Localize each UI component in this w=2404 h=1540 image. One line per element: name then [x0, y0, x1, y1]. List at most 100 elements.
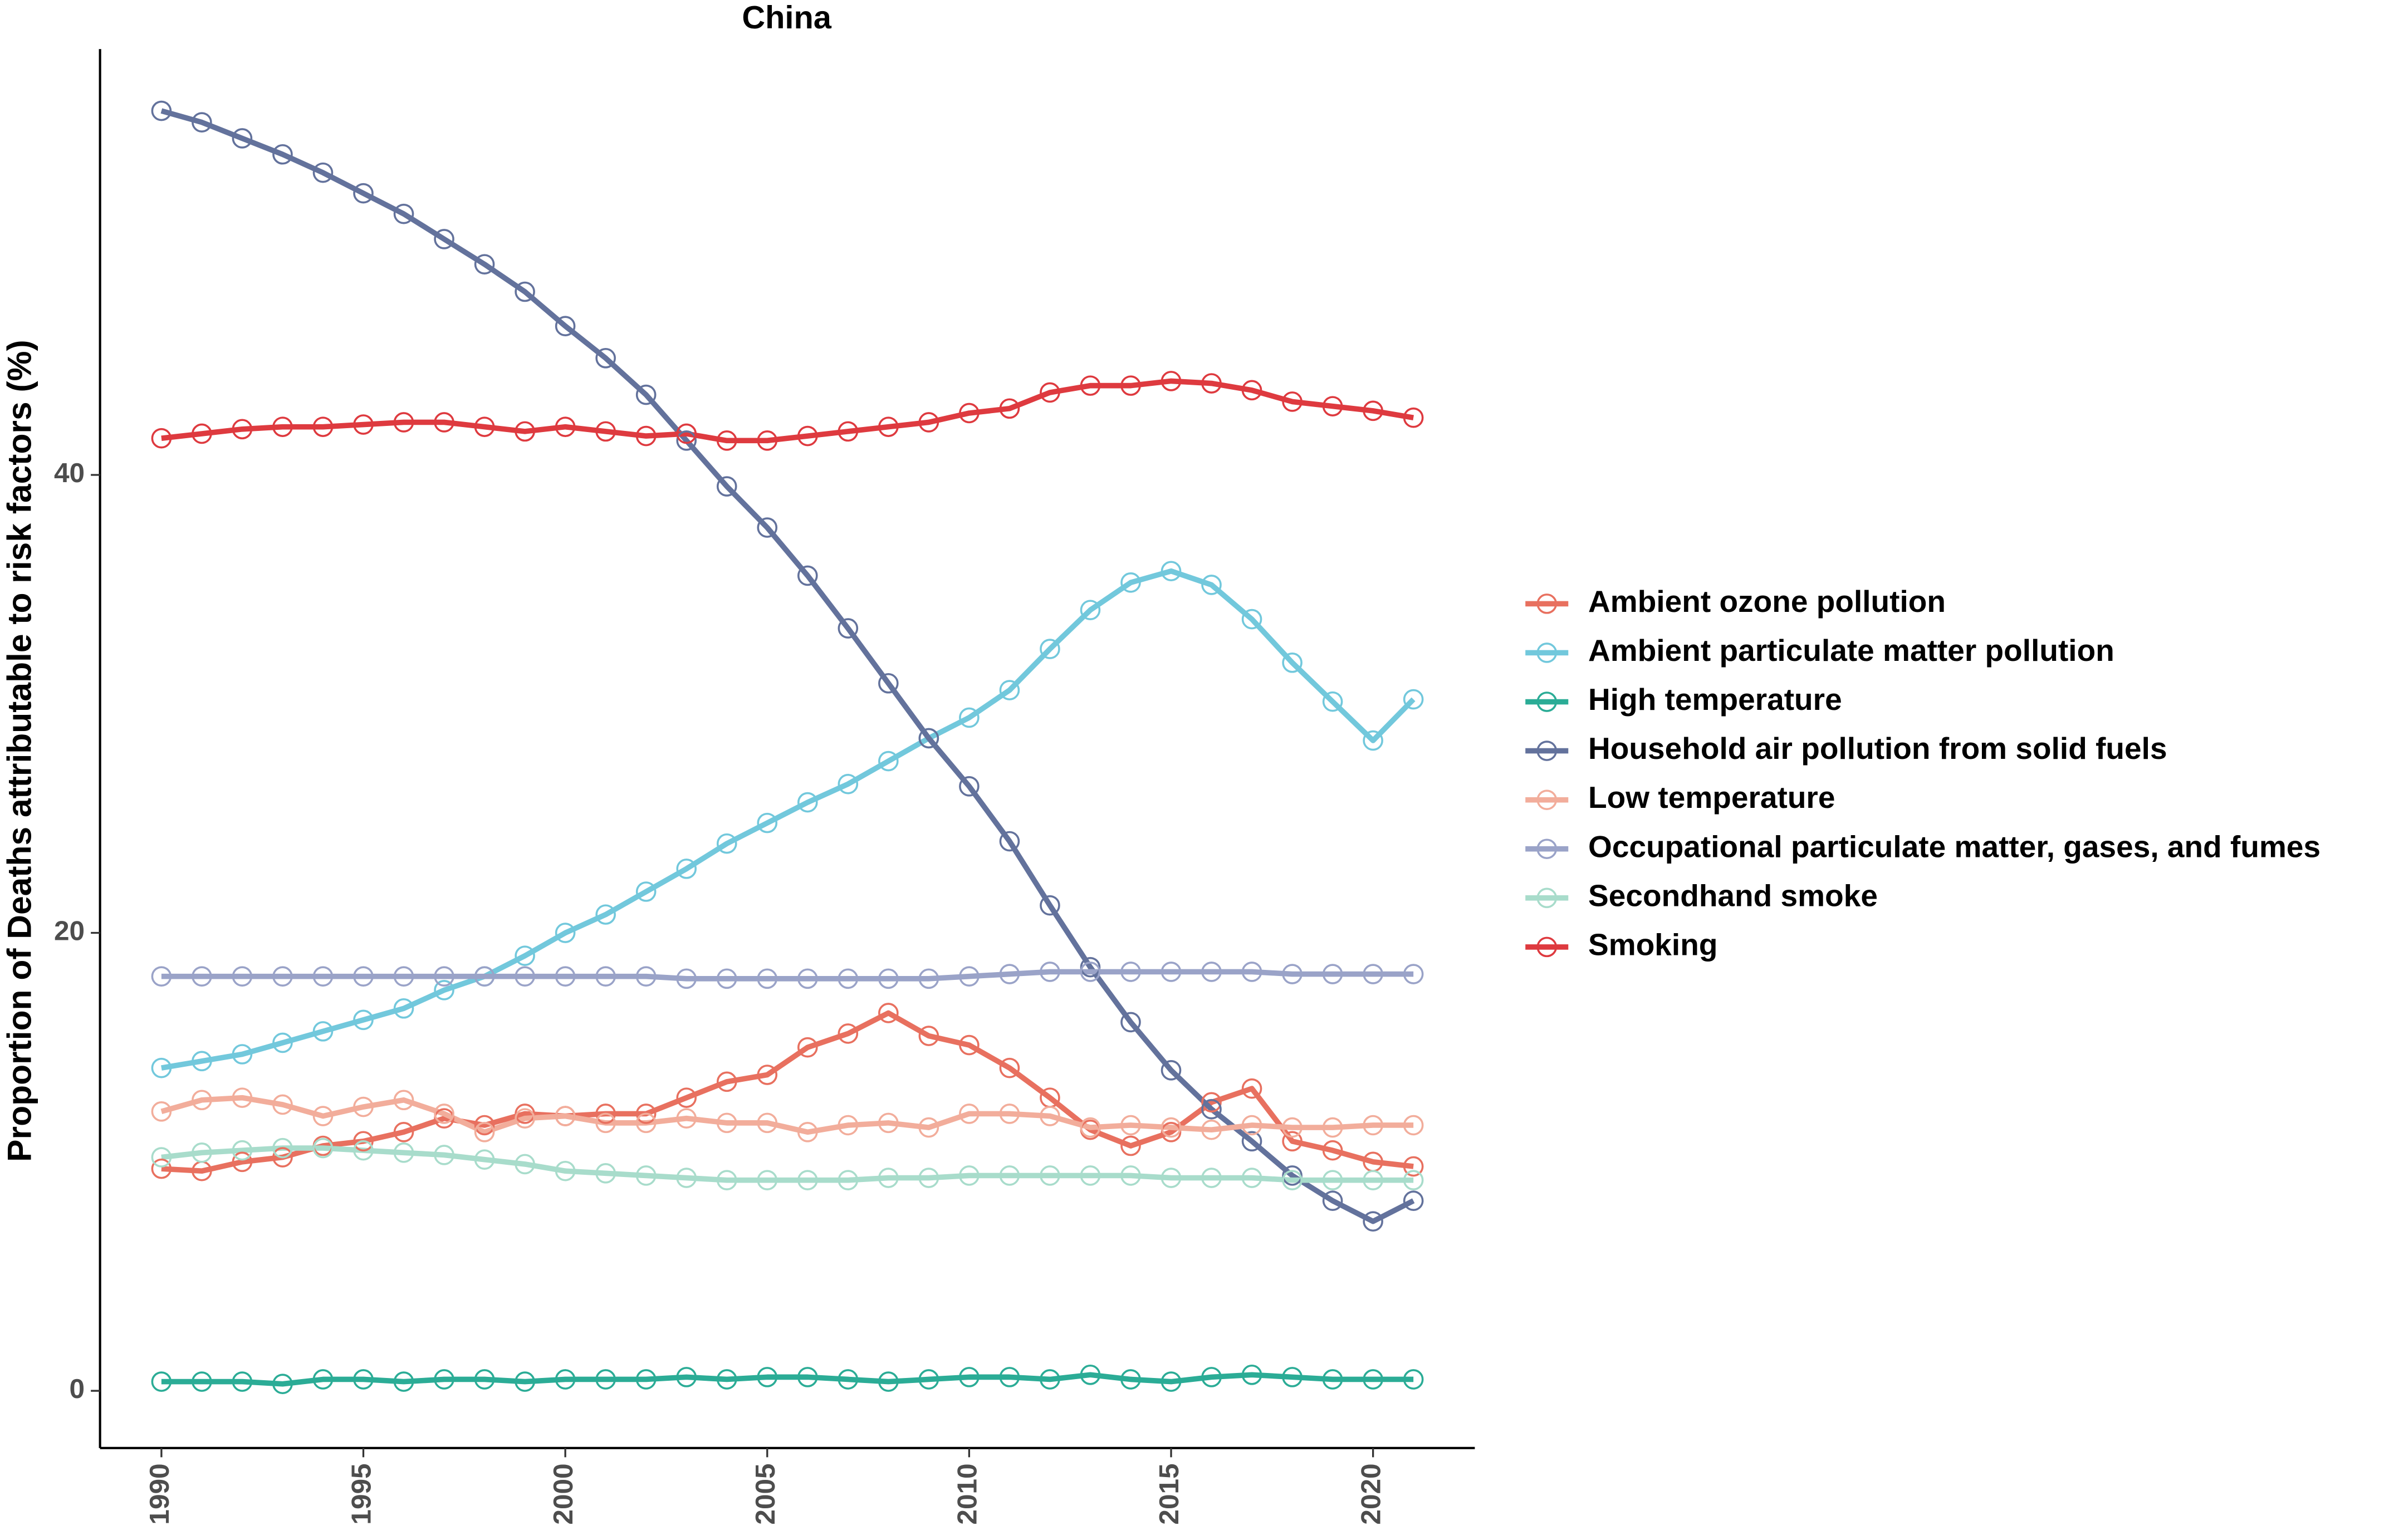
- data-point: [515, 945, 535, 966]
- data-point: [676, 1108, 697, 1129]
- data-point: [353, 1140, 374, 1161]
- data-point: [999, 398, 1020, 419]
- x-tick-label: 2015: [1154, 1463, 1184, 1524]
- data-point: [1161, 561, 1182, 582]
- data-point: [434, 966, 454, 987]
- data-point: [393, 1090, 414, 1111]
- x-tick-label: 2005: [750, 1463, 781, 1524]
- data-point: [1161, 1117, 1182, 1138]
- data-point: [1040, 639, 1060, 659]
- data-point: [595, 1163, 616, 1184]
- data-point: [716, 476, 737, 497]
- data-point: [434, 412, 454, 433]
- data-point: [676, 423, 697, 444]
- data-point: [595, 1369, 616, 1390]
- data-point: [757, 968, 778, 989]
- data-point: [1322, 691, 1343, 712]
- y-tick-label: 0: [70, 1374, 85, 1404]
- data-point: [1201, 373, 1222, 394]
- data-point: [838, 1170, 859, 1190]
- data-point: [434, 229, 454, 249]
- data-point: [1201, 1098, 1222, 1120]
- data-point: [1120, 572, 1141, 593]
- data-point: [1080, 375, 1101, 396]
- data-point: [959, 776, 980, 797]
- data-point: [1201, 1367, 1222, 1387]
- data-point: [676, 1168, 697, 1188]
- data-point: [555, 1160, 576, 1181]
- data-point: [192, 1142, 212, 1163]
- data-point: [635, 1369, 657, 1390]
- data-point: [1403, 1115, 1424, 1136]
- data-point: [838, 421, 859, 442]
- data-point: [1241, 1168, 1262, 1188]
- data-point: [474, 416, 495, 437]
- data-point: [1322, 1117, 1343, 1138]
- data-point: [353, 1009, 374, 1031]
- data-point: [676, 430, 697, 451]
- data-point: [1363, 400, 1383, 421]
- data-point: [192, 1051, 212, 1072]
- data-point: [353, 1131, 374, 1152]
- data-point: [312, 1369, 334, 1390]
- data-point: [393, 203, 414, 224]
- data-point: [757, 1112, 778, 1134]
- legend-label: High temperature: [1588, 682, 1842, 717]
- data-point: [232, 1151, 253, 1173]
- data-point: [1363, 1170, 1383, 1190]
- data-point: [555, 1106, 576, 1126]
- data-point: [434, 1108, 454, 1129]
- data-point: [151, 1101, 172, 1122]
- data-point: [716, 1071, 737, 1092]
- data-point: [959, 1165, 980, 1186]
- data-point: [312, 1106, 334, 1126]
- data-point: [434, 1103, 454, 1124]
- data-point: [999, 1165, 1020, 1186]
- data-point: [1403, 689, 1424, 710]
- data-point: [918, 1168, 939, 1188]
- data-point: [999, 1367, 1020, 1387]
- data-point: [595, 421, 616, 442]
- data-point: [1282, 1131, 1303, 1152]
- data-point: [1080, 1364, 1101, 1385]
- data-point: [757, 1065, 778, 1085]
- data-point: [918, 1369, 939, 1390]
- data-point: [797, 968, 818, 989]
- data-point: [272, 966, 293, 987]
- data-point: [1241, 1115, 1262, 1136]
- data-point: [272, 1094, 293, 1115]
- data-point: [1282, 964, 1303, 984]
- data-point: [1080, 1117, 1101, 1138]
- data-point: [393, 1122, 414, 1142]
- data-point: [757, 1170, 778, 1190]
- x-tick-label: 2010: [952, 1463, 982, 1524]
- data-point: [1120, 375, 1141, 396]
- data-point: [635, 1103, 657, 1124]
- data-point: [474, 254, 495, 274]
- data-point: [1282, 1367, 1303, 1387]
- data-point: [232, 1044, 253, 1065]
- data-point: [232, 1371, 253, 1392]
- data-point: [1201, 1168, 1222, 1188]
- data-point: [797, 1122, 818, 1142]
- data-point: [272, 144, 293, 165]
- data-point: [1363, 730, 1383, 751]
- data-point: [999, 964, 1020, 984]
- data-point: [434, 980, 454, 1000]
- data-point: [192, 1090, 212, 1111]
- data-point: [515, 281, 535, 302]
- data-point: [1120, 1115, 1141, 1136]
- data-point: [635, 966, 657, 987]
- legend-marker: [1536, 691, 1558, 712]
- chart-title: China: [742, 0, 831, 36]
- data-point: [1282, 1170, 1303, 1190]
- data-point: [312, 1021, 334, 1042]
- data-point: [838, 773, 859, 794]
- data-point: [1241, 1078, 1262, 1099]
- y-tick-label: 40: [54, 458, 85, 488]
- data-point: [353, 1369, 374, 1390]
- data-point: [232, 128, 253, 149]
- legend-label: Ambient particulate matter pollution: [1588, 633, 2114, 668]
- data-point: [838, 1115, 859, 1136]
